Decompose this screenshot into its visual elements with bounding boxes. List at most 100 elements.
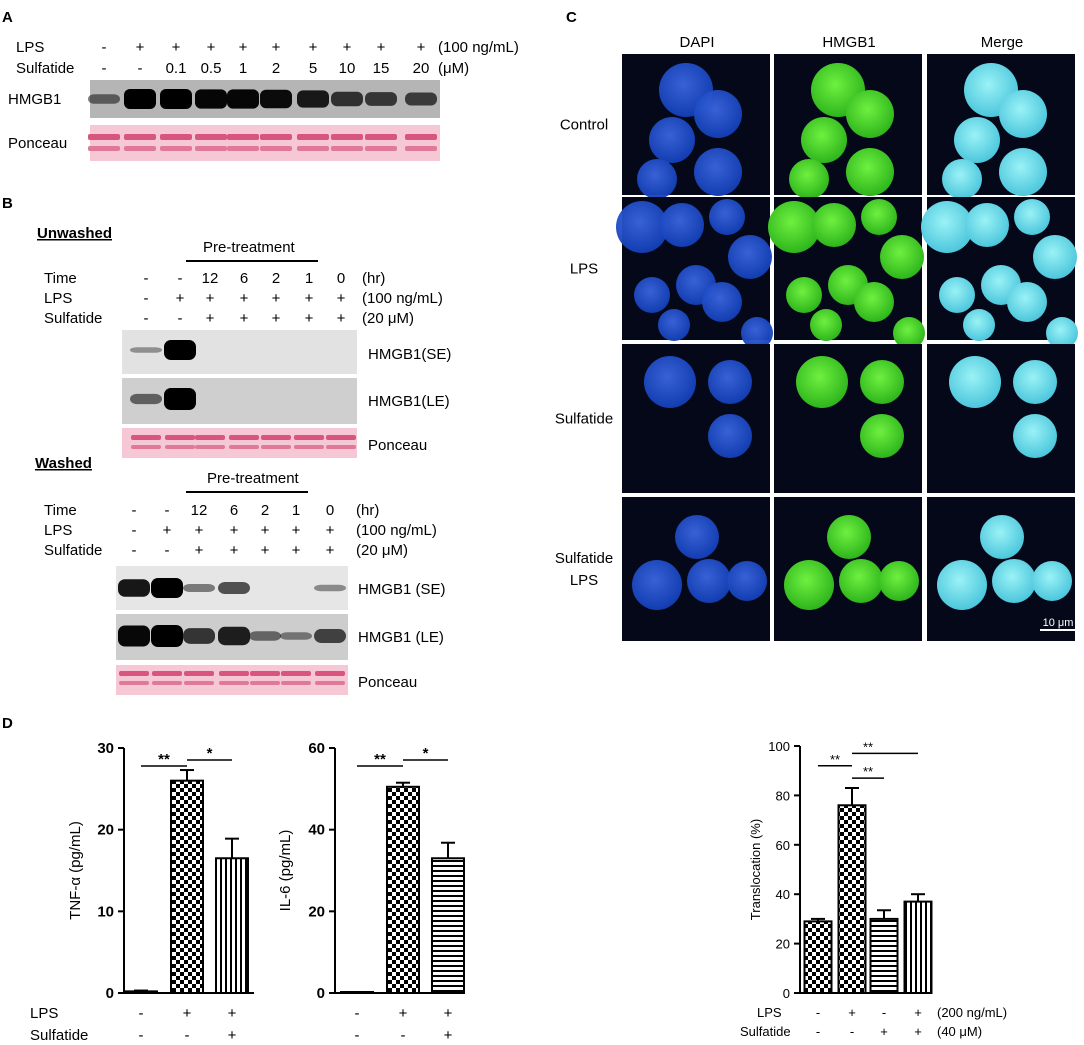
cell-nucleus: [616, 201, 668, 253]
lps-condition-mark: -: [882, 1005, 886, 1020]
cell-nucleus: [675, 515, 719, 559]
bar: [903, 900, 933, 994]
y-tick-label: 40: [776, 887, 790, 902]
washed-ponceau-band: [250, 671, 280, 676]
cell-nucleus: [949, 356, 1001, 408]
unwashed-sulfatide-mark: +: [272, 310, 281, 327]
a-sulfatide-value: 20: [413, 60, 430, 77]
washed-unit-sulfatide: (20 μM): [356, 542, 408, 559]
hmgb1-label: HMGB1: [8, 91, 61, 108]
cell-nucleus: [999, 90, 1047, 138]
hmgb1-image: [774, 344, 922, 493]
y-tick-label: 40: [308, 822, 325, 839]
unwashed-lps-mark: +: [337, 290, 346, 307]
lps-unit: (100 ng/mL): [438, 39, 519, 56]
hmgb1-image: [774, 54, 922, 199]
y-tick-label: 20: [776, 937, 790, 952]
cell-nucleus: [827, 515, 871, 559]
unwashed-sulfatide-mark: +: [206, 310, 215, 327]
row-label: LPS: [570, 261, 598, 278]
washed-le-band: [249, 631, 281, 641]
translocation-lps-unit: (200 ng/mL): [937, 1005, 1007, 1020]
lps-condition-mark: +: [848, 1005, 856, 1020]
washed-time-value: 0: [326, 502, 334, 519]
unwashed-time-value: 12: [202, 270, 219, 287]
column-header-hmgb1: HMGB1: [822, 34, 875, 51]
unwashed-time-value: -: [178, 270, 183, 287]
ponceau-band: [365, 146, 397, 151]
unwashed-time-value: 0: [337, 270, 345, 287]
y-tick-label: 60: [308, 740, 325, 757]
unwashed-time-value: 2: [272, 270, 280, 287]
unwashed-sulfatide-mark: -: [144, 310, 149, 327]
unwashed-pretreatment-label: Pre-treatment: [203, 239, 296, 256]
cell-nucleus: [786, 277, 822, 313]
dapi-image: [622, 54, 770, 199]
unwashed-ponceau-band: [229, 445, 259, 449]
washed-sulfatide-mark: +: [326, 542, 335, 559]
image-background: [927, 344, 1075, 493]
washed-unit-time: (hr): [356, 502, 379, 519]
y-tick-label: 60: [776, 838, 790, 853]
hmgb1-band: [160, 89, 192, 109]
sulfatide-condition-mark: -: [401, 1027, 406, 1044]
y-axis-label: Translocation (%): [748, 819, 763, 920]
bar: [386, 785, 420, 995]
panel-b: Unwashed Pre-treatment Time LPS Sulfatid…: [35, 225, 451, 695]
translocation-sulfatide-unit: (40 μM): [937, 1024, 982, 1039]
unwashed-lps-mark: -: [144, 290, 149, 307]
ponceau-band: [331, 134, 363, 140]
washed-sulfatide-mark: +: [292, 542, 301, 559]
cell-nucleus: [939, 277, 975, 313]
washed-ponceau-band: [152, 671, 182, 676]
unwashed-lps-label: LPS: [44, 290, 72, 307]
ponceau-band: [124, 146, 156, 151]
dapi-image: [622, 344, 770, 493]
unwashed-ponceau-band: [261, 445, 291, 449]
cell-nucleus: [1013, 360, 1057, 404]
unwashed-unit-sulfatide: (20 μM): [362, 310, 414, 327]
sulfatide-condition-mark: -: [816, 1024, 820, 1039]
cell-nucleus: [954, 117, 1000, 163]
cell-nucleus: [727, 561, 767, 601]
washed-time-value: 12: [191, 502, 208, 519]
ponceau-band: [195, 134, 227, 140]
a-sulfatide-value: 2: [272, 60, 280, 77]
y-tick-label: 0: [317, 985, 325, 1002]
washed-time-label: Time: [44, 502, 77, 519]
cell-nucleus: [632, 560, 682, 610]
significance-label: **: [158, 751, 170, 768]
washed-lps-mark: +: [292, 522, 301, 539]
panel-label-b: B: [2, 195, 13, 212]
cell-nucleus: [1033, 235, 1077, 279]
row-label: Sulfatide: [555, 411, 613, 428]
cell-nucleus: [860, 360, 904, 404]
washed-time-value: -: [132, 502, 137, 519]
cell-nucleus: [812, 203, 856, 247]
unwashed-lps-mark: +: [240, 290, 249, 307]
unwashed-se-band: [130, 347, 162, 353]
cell-nucleus: [694, 148, 742, 196]
ponceau-band: [227, 134, 259, 140]
unwashed-le-band: [164, 388, 196, 410]
cell-nucleus: [728, 235, 772, 279]
ponceau-band: [260, 134, 292, 140]
image-background: [622, 344, 770, 493]
washed-le-band: [218, 626, 250, 646]
washed-sulfatide-mark: -: [132, 542, 137, 559]
hmgb1-image: [768, 197, 925, 349]
scale-bar-label: 10 μm: [1043, 617, 1074, 629]
dapi-image: [622, 497, 770, 641]
cell-nucleus: [999, 148, 1047, 196]
dapi-image: [616, 197, 773, 349]
washed-ponceau-band: [119, 671, 149, 676]
y-tick-label: 20: [308, 903, 325, 920]
cell-nucleus: [860, 414, 904, 458]
merge-image: [927, 54, 1075, 199]
y-tick-label: 0: [106, 985, 114, 1002]
a-sulfatide-value: 5: [309, 60, 317, 77]
unwashed-ponceau-band: [165, 435, 195, 440]
